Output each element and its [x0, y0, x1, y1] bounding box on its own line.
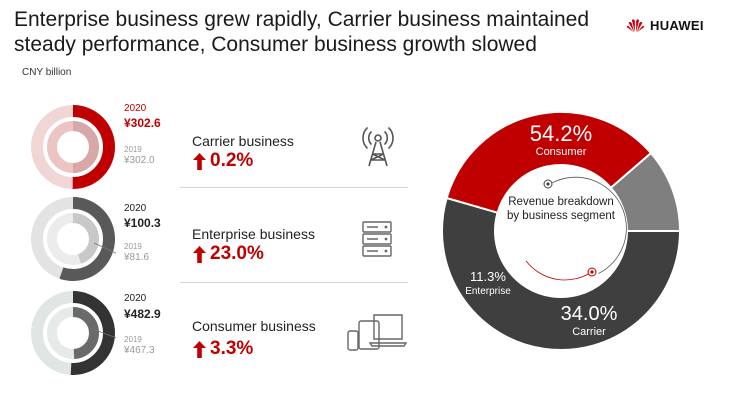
donut-slice-enterprise	[609, 151, 682, 232]
enterprise-value-prior: ¥81.6	[124, 252, 150, 263]
server-icon	[362, 221, 392, 257]
divider	[180, 282, 408, 283]
brand-name: HUAWEI	[650, 18, 704, 33]
consumer-slice-label: 54.2% Consumer	[522, 121, 600, 159]
devices-icon	[347, 314, 408, 351]
consumer-growth-value: 3.3%	[210, 338, 254, 359]
donut-slice-consumer	[441, 196, 682, 351]
enterprise-2020-arc	[31, 197, 115, 281]
carrier-year-prior: 2019	[124, 145, 142, 154]
enterprise-growth: 23.0%	[193, 243, 264, 265]
carrier-ring-chart	[31, 105, 115, 189]
carrier-value-prior: ¥302.0	[124, 155, 155, 166]
consumer-value-prior: ¥467.3	[124, 345, 155, 356]
enterprise-business-label: Enterprise business	[192, 226, 315, 242]
donut-slice-carrier	[445, 111, 653, 214]
donut-slices	[441, 111, 682, 351]
consumer-slice-value: 54.2%	[529, 121, 593, 146]
enterprise-growth-value: 23.0%	[210, 243, 264, 264]
carrier-slice-name: Carrier	[572, 326, 606, 338]
enterprise-ring-chart	[31, 197, 116, 281]
enterprise-2019-arc	[47, 213, 99, 265]
consumer-slice-name: Consumer	[535, 146, 587, 158]
carrier-year-current: 2020	[124, 103, 147, 114]
title-line-2: steady performance, Consumer business gr…	[14, 33, 537, 56]
up-arrow-icon	[193, 152, 206, 170]
consumer-growth: 3.3%	[193, 338, 253, 360]
up-arrow-icon	[193, 245, 206, 263]
title-line-1: Enterprise business grew rapidly, Carrie…	[14, 8, 590, 31]
unit-label: CNY billion	[22, 67, 72, 78]
page-title: Enterprise business grew rapidly, Carrie…	[14, 7, 614, 57]
enterprise-slice-name: Enterprise	[465, 286, 511, 297]
consumer-business-label: Consumer business	[192, 318, 316, 334]
carrier-2019-arc	[47, 121, 99, 173]
consumer-year-current: 2020	[124, 293, 147, 304]
carrier-growth: 0.2%	[193, 150, 253, 172]
donut-center-title: Revenue breakdown by business segment	[506, 196, 616, 222]
huawei-petal-icon	[626, 19, 645, 33]
consumer-2020-arc	[31, 291, 115, 375]
carrier-growth-value: 0.2%	[210, 150, 254, 171]
enterprise-slice-value: 11.3%	[470, 269, 506, 284]
enterprise-slice-label: 11.3% Enterprise	[455, 269, 521, 298]
enterprise-value-current: ¥100.3	[124, 216, 161, 230]
antenna-icon	[362, 126, 394, 167]
up-arrow-icon	[193, 340, 206, 358]
carrier-slice-label: 34.0% Carrier	[550, 303, 628, 339]
carrier-2020-arc	[31, 105, 115, 189]
brand-logo: HUAWEI	[626, 18, 704, 33]
consumer-2019-arc	[47, 307, 99, 359]
carrier-slice-value: 34.0%	[560, 303, 618, 325]
enterprise-year-current: 2020	[124, 203, 147, 214]
consumer-year-prior: 2019	[124, 335, 142, 344]
consumer-ring-chart	[31, 291, 116, 375]
divider	[180, 187, 408, 188]
consumer-value-current: ¥482.9	[124, 307, 161, 321]
carrier-business-label: Carrier business	[192, 133, 294, 149]
carrier-value-current: ¥302.6	[124, 116, 161, 130]
enterprise-year-prior: 2019	[124, 242, 142, 251]
